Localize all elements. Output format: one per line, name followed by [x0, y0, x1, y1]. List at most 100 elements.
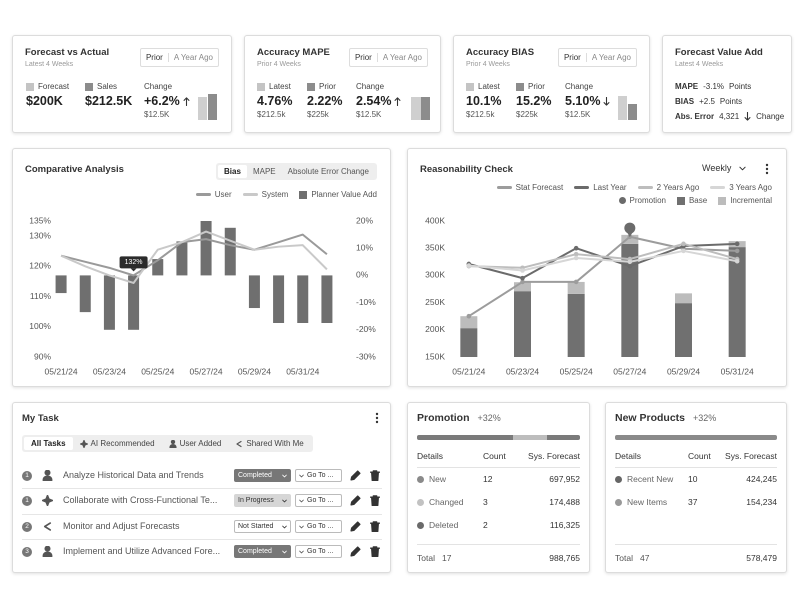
delete-button[interactable] [370, 546, 380, 557]
toggle-option[interactable]: A Year Ago [591, 53, 631, 62]
task-title: Implement and Utilize Advanced Fore... [63, 546, 221, 556]
line-point [734, 241, 740, 247]
row-divider [417, 467, 580, 468]
bar [621, 243, 639, 357]
delete-button[interactable] [370, 495, 380, 506]
status-select[interactable]: Completed [234, 545, 291, 558]
change-label: Change [356, 82, 385, 91]
bar [728, 247, 746, 357]
chart-tab[interactable]: Bias [218, 165, 247, 178]
tab-icon-shape [168, 439, 177, 448]
delete-button[interactable] [370, 521, 380, 532]
table-cell: Changed [429, 497, 464, 507]
bar [176, 241, 188, 276]
chart-tab[interactable]: MAPE [252, 167, 276, 176]
toggle-option[interactable]: Prior [350, 53, 378, 62]
delete-button[interactable] [370, 470, 380, 481]
go-to-label: Go To ... [307, 523, 334, 530]
dot [765, 167, 769, 171]
chart-tab[interactable]: Absolute Error Change [287, 167, 369, 176]
y-tick-label: 20% [356, 215, 373, 225]
go-to-label: Go To ... [307, 548, 334, 555]
toggle-option[interactable]: Prior [559, 53, 587, 62]
go-to-select[interactable]: Go To ... [295, 469, 342, 482]
legend-label: Last Year [593, 183, 627, 192]
bar [567, 281, 585, 294]
table-cell: 154,234 [746, 497, 777, 507]
task-icon [42, 470, 53, 481]
status-select[interactable]: In Progress [234, 494, 291, 507]
go-to-select[interactable]: Go To ... [295, 520, 342, 533]
toggle-option[interactable]: A Year Ago [382, 53, 422, 62]
table-cell: 2 [483, 520, 488, 530]
bar [273, 275, 285, 323]
value-add-card: Forecast Value Add Latest 4 Weeks MAPE -3.1… [662, 35, 792, 133]
line [468, 242, 738, 269]
comparative-card: Comparative Analysis Bias MAPE Absolute Err… [12, 148, 391, 387]
more-menu[interactable] [765, 163, 769, 175]
go-to-select[interactable]: Go To ... [295, 494, 342, 507]
y-tick-label: -30% [356, 351, 376, 361]
legend: User System Planner Value Add [195, 190, 377, 199]
table-cell: Count [483, 451, 506, 461]
card-change: +32% [693, 413, 717, 423]
line-point [627, 259, 633, 265]
progress-segment [615, 435, 777, 440]
task-tab[interactable]: AI Recommended [73, 437, 162, 450]
edit-button[interactable] [350, 470, 361, 481]
toggle-option[interactable]: A Year Ago [173, 53, 213, 62]
metric-value: 15.2% [516, 94, 552, 108]
edit-button[interactable] [350, 495, 361, 506]
legend-swatch [637, 186, 653, 189]
card-title: My Task [22, 413, 59, 424]
table-cell: Total [417, 553, 435, 563]
value-add-row: Abs. Error 4,321 Change [675, 112, 784, 121]
task-card: My Task All Tasks AI Recommended User Added… [12, 402, 391, 573]
more-menu[interactable] [375, 412, 379, 424]
chevron-icon-shape [739, 166, 746, 170]
legend-label: Planner Value Add [311, 190, 377, 199]
y-tick-label: -20% [356, 324, 376, 334]
row-divider [615, 467, 777, 468]
line-point [466, 263, 472, 268]
line-point [681, 248, 686, 254]
task-tab[interactable]: All Tasks [24, 437, 73, 450]
x-tick-label: 05/27/24 [190, 366, 223, 376]
legend-swatch [26, 83, 34, 91]
metric-sub: $225k [307, 110, 329, 119]
task-tab[interactable]: User Added [162, 437, 229, 450]
arrow-icon-shape [394, 96, 401, 106]
legend-swatch [710, 186, 726, 189]
status-select[interactable]: Not Started [234, 520, 291, 533]
toggle-option[interactable]: Prior [141, 53, 169, 62]
change-value: +6.2% [144, 94, 180, 108]
row-label: BIAS [675, 97, 695, 106]
legend-item: Stat Forecast [496, 183, 563, 192]
edit-button[interactable] [350, 521, 361, 532]
bar [621, 234, 639, 244]
row-unit: Points [729, 82, 752, 91]
change-value-row: +6.2% [144, 94, 190, 108]
go-to-select[interactable]: Go To ... [295, 545, 342, 558]
period-select[interactable]: Weekly [702, 163, 746, 173]
status-select[interactable]: Completed [234, 469, 291, 482]
row-divider [615, 544, 777, 545]
card-title: Accuracy MAPE [257, 47, 330, 58]
legend-swatch [299, 190, 308, 199]
reasonability-card: Reasonability Check Weekly Stat Forecast La… [407, 148, 787, 387]
legend-item: User [195, 190, 232, 199]
tab-icon-shape [236, 440, 242, 447]
line-point [573, 251, 579, 257]
row-value: +2.5 [699, 97, 715, 106]
bar [514, 282, 531, 292]
edit-button[interactable] [350, 546, 361, 557]
change-value: 2.54% [356, 94, 392, 108]
mini-bar [198, 97, 207, 120]
line-point [573, 245, 579, 251]
delete-button-shape [370, 495, 380, 506]
metric-value: 2.22% [307, 94, 343, 108]
row-unit: Change [756, 112, 785, 121]
card-header: Promotion +32% [417, 412, 501, 424]
task-tab[interactable]: Shared With Me [228, 437, 310, 450]
y-tick-label: 10% [356, 242, 373, 252]
